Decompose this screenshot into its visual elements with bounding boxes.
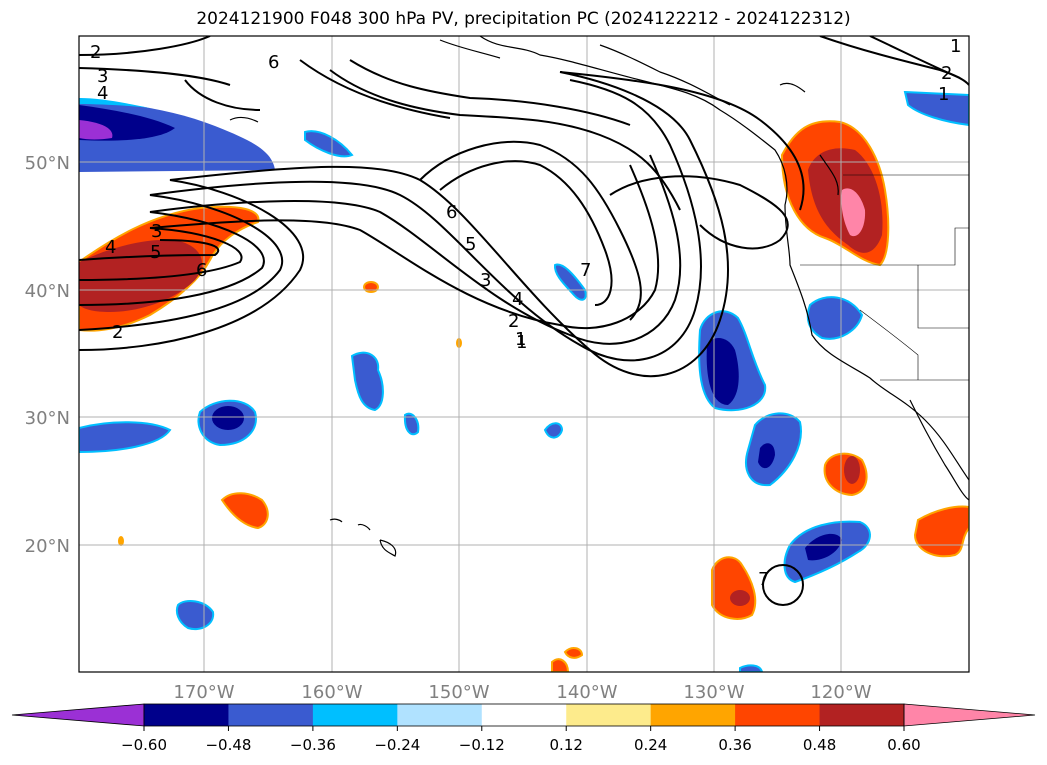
contour-label: 7 <box>580 260 591 281</box>
contour-label: 1 <box>950 36 961 57</box>
colorbar-tick-label: −0.24 <box>374 736 420 754</box>
lat-labels: 50°N 40°N 30°N 20°N <box>25 153 70 557</box>
contour-label: 2 <box>960 51 961 53</box>
precip-area-speck-4 <box>551 658 570 672</box>
colorbar-cell <box>650 704 736 726</box>
contour-label: 6 <box>196 260 207 281</box>
contour-label: 2 <box>941 63 952 84</box>
contour-label: 1 <box>516 332 527 353</box>
precip-area-blob-10-core <box>844 456 860 484</box>
precip-area-blob-3 <box>350 351 384 412</box>
lat-label-50n: 50°N <box>25 153 70 174</box>
contour-label: 2 <box>508 311 519 332</box>
precip-area-ne2-navy <box>758 443 775 469</box>
contour-label: 7 <box>758 569 769 590</box>
precip-area-blob-6 <box>553 263 587 301</box>
colorbar-tick-label: −0.12 <box>459 736 505 754</box>
precip-area-blob-11 <box>913 505 969 558</box>
precip-area-ne-navy <box>706 338 739 405</box>
precip-area-speck-3 <box>118 536 124 546</box>
contour-label: 2 <box>112 322 123 343</box>
lon-label-120w: 120°W <box>810 682 871 703</box>
map-title: 2024121900 F048 300 hPa PV, precipitatio… <box>196 9 851 29</box>
contour-label: 4 <box>512 289 523 310</box>
pv-contours <box>79 36 969 606</box>
colorbar: −0.60 −0.48 −0.36 −0.24 −0.12 0.12 0.24 0.36 0.4… <box>11 703 1036 754</box>
pv-contour-labels: 2 3 4 1 2 3 4 5 6 2 6 5 3 4 7 1 7 6 2 1 … <box>90 36 961 590</box>
precip-area-pnw-pink <box>841 188 866 237</box>
precip-area-blob-4 <box>403 412 420 436</box>
lat-label-20n: 20°N <box>25 536 70 557</box>
colorbar-tick-label: 0.12 <box>550 736 583 754</box>
precip-area-blob-7 <box>175 599 215 631</box>
colorbar-tick-label: −0.48 <box>205 736 251 754</box>
lon-label-170w: 170°W <box>173 682 234 703</box>
map-frame <box>78 35 970 673</box>
colorbar-tick-label: 0.60 <box>887 736 920 754</box>
colorbar-cell <box>397 704 483 726</box>
state-borders <box>800 174 969 381</box>
coastlines <box>229 36 969 557</box>
precip-area-nw-light <box>79 98 150 108</box>
contour-label: 5 <box>150 242 161 263</box>
colorbar-frame <box>143 703 905 727</box>
precip-area-blob-8 <box>220 492 269 530</box>
colorbar-cell <box>566 704 652 726</box>
lat-label-40n: 40°N <box>25 281 70 302</box>
lon-label-160w: 160°W <box>301 682 362 703</box>
colorbar-cell <box>228 704 314 726</box>
colorbar-cell <box>481 704 567 726</box>
precip-area-speck-6 <box>739 664 764 672</box>
contour-label: 6 <box>446 202 457 223</box>
contour-label: 1 <box>938 84 949 105</box>
contour-label: 4 <box>97 83 108 104</box>
lon-label-130w: 130°W <box>683 682 744 703</box>
lon-label-150w: 150°W <box>428 682 489 703</box>
lat-label-30n: 30°N <box>25 408 70 429</box>
contour-label: 1 <box>515 329 526 350</box>
gridlines <box>79 36 969 672</box>
colorbar-tick-label: −0.60 <box>121 736 167 754</box>
contour-label: 3 <box>480 270 491 291</box>
precip-area-nw-purple <box>79 120 113 140</box>
lon-label-140w: 140°W <box>556 682 617 703</box>
colorbar-tick-label: 0.36 <box>718 736 751 754</box>
colorbar-extend-min <box>11 703 145 727</box>
precip-area-blob-2 <box>304 130 354 158</box>
contour-label: 4 <box>105 237 116 258</box>
colorbar-tick-label: 0.48 <box>803 736 836 754</box>
contour-label: 5 <box>465 234 476 255</box>
precip-area-blob-1-core <box>212 406 244 430</box>
precip-area-se-navy <box>805 533 842 561</box>
colorbar-tick-label: −0.36 <box>290 736 336 754</box>
contour-label: 3 <box>151 221 162 242</box>
colorbar-cell <box>735 704 821 726</box>
colorbar-extend-max <box>903 703 1036 727</box>
precip-area-ca-negative <box>806 296 864 340</box>
precip-area-w30-negative <box>79 421 172 454</box>
colorbar-cell <box>144 704 229 726</box>
contour-label: 2 <box>90 42 101 63</box>
lon-labels: 170°W 160°W 150°W 140°W 130°W 120°W <box>173 682 871 703</box>
colorbar-cell <box>312 704 398 726</box>
precip-area-speck-5 <box>563 647 584 659</box>
colorbar-tick-label: 0.24 <box>634 736 667 754</box>
contour-label: 3 <box>97 66 108 87</box>
contour-label: 6 <box>268 52 279 73</box>
precip-area-blob-9-core <box>730 590 750 606</box>
colorbar-cell <box>819 704 905 726</box>
precip-area-blob-5 <box>543 422 564 439</box>
